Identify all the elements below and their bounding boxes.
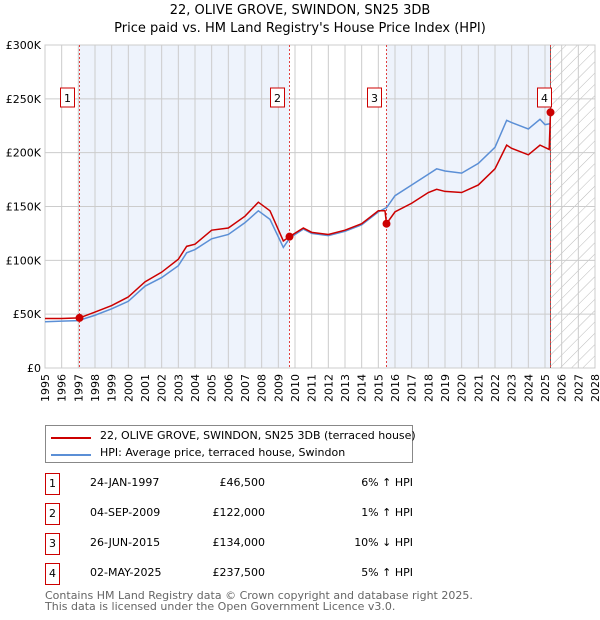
x-tick-label: 1997 — [72, 374, 85, 402]
sale-point — [285, 232, 294, 241]
x-tick-label: 1995 — [39, 374, 52, 402]
hpi-line — [44, 118, 551, 323]
x-tick-label: 2014 — [356, 374, 369, 402]
sale-hpi-diff: 5% ↑ HPI — [361, 566, 413, 579]
sale-date: 02-MAY-2025 — [90, 566, 162, 579]
legend-blue-line — [51, 454, 91, 456]
sale-marker-label: 2 — [274, 92, 281, 105]
x-tick-label: 2024 — [522, 374, 535, 402]
chart-title: 22, OLIVE GROVE, SWINDON, SN25 3DB — [169, 3, 431, 18]
sale-point — [546, 108, 555, 117]
sale-marker-box — [270, 87, 285, 108]
x-tick-label: 2007 — [239, 374, 252, 402]
x-tick-label: 2000 — [122, 374, 135, 402]
sale-marker-label: 1 — [64, 92, 71, 105]
legend-label-hpi: HPI: Average price, terraced house, Swin… — [100, 446, 346, 459]
sale-price: £122,000 — [212, 506, 266, 519]
sale-marker-number: 4 — [45, 563, 60, 585]
plot-border — [44, 44, 596, 369]
x-tick-label: 2018 — [422, 374, 435, 402]
sale-marker-number: 2 — [45, 503, 60, 525]
legend-label-property: 22, OLIVE GROVE, SWINDON, SN25 3DB (terr… — [100, 429, 416, 442]
sale-marker-box — [367, 87, 382, 108]
sale-marker-label: 3 — [371, 92, 378, 105]
x-tick-label: 1999 — [106, 374, 119, 402]
x-tick-label: 2003 — [172, 374, 185, 402]
y-tick-label: £100K — [6, 254, 42, 267]
x-tick-label: 2011 — [306, 374, 319, 402]
y-tick-label: £0 — [27, 362, 41, 375]
sale-date: 04-SEP-2009 — [90, 506, 161, 519]
sale-date: 26-JUN-2015 — [90, 536, 161, 549]
sale-row: 2 04-SEP-2009 £122,000 1% ↑ HPI — [45, 503, 445, 525]
x-tick-label: 1998 — [89, 374, 102, 402]
y-tick-label: £200K — [6, 147, 42, 160]
sale-row: 4 02-MAY-2025 £237,500 5% ↑ HPI — [45, 563, 445, 585]
x-tick-label: 2010 — [289, 374, 302, 402]
sale-price: £237,500 — [212, 566, 266, 579]
x-tick-label: 2001 — [139, 374, 152, 402]
x-tick-label: 2006 — [222, 374, 235, 402]
price-chart: 1995 1996 1997 1998 1999 2000 2001 2002 2003 2004… — [6, 39, 600, 402]
legend-red-line — [51, 437, 91, 439]
y-tick-label: £250K — [6, 93, 42, 106]
x-tick-label: 2012 — [322, 374, 335, 402]
property-price-line — [45, 112, 552, 320]
chart-subtitle: Price paid vs. HM Land Registry's House … — [114, 21, 486, 36]
x-tick-label: 2015 — [372, 374, 385, 402]
sale-price: £134,000 — [212, 536, 266, 549]
footer-licence: This data is licensed under the Open Gov… — [45, 600, 396, 613]
footer-copyright: Contains HM Land Registry data © Crown c… — [45, 589, 473, 602]
y-tick-label: £300K — [6, 39, 42, 52]
x-tick-label: 2025 — [539, 374, 552, 402]
sale-marker-box — [537, 87, 552, 108]
sale-row: 1 24-JAN-1997 £46,500 6% ↑ HPI — [45, 473, 445, 495]
sale-marker-number: 3 — [45, 533, 60, 555]
legend: 22, OLIVE GROVE, SWINDON, SN25 3DB (terr… — [45, 425, 416, 463]
sale-point — [382, 219, 391, 228]
x-tick-label: 2028 — [589, 374, 600, 402]
x-tick-label: 2008 — [256, 374, 269, 402]
sale-hpi-diff: 1% ↑ HPI — [361, 506, 413, 519]
x-tick-label: 2005 — [206, 374, 219, 402]
y-tick-label: £150K — [6, 201, 42, 214]
x-tick-label: 2026 — [556, 374, 569, 402]
x-tick-label: 2017 — [406, 374, 419, 402]
sale-marker-number: 1 — [45, 473, 60, 495]
x-tick-label: 2021 — [472, 374, 485, 402]
x-tick-label: 2004 — [189, 374, 202, 402]
sale-date: 24-JAN-1997 — [90, 476, 160, 489]
sale-hpi-diff: 6% ↑ HPI — [361, 476, 413, 489]
x-tick-label: 2019 — [439, 374, 452, 402]
x-tick-label: 2027 — [572, 374, 585, 402]
x-tick-label: 2009 — [272, 374, 285, 402]
x-tick-label: 2023 — [506, 374, 519, 402]
x-tick-label: 1996 — [56, 374, 69, 402]
sale-marker-label: 4 — [541, 92, 548, 105]
sale-row: 3 26-JUN-2015 £134,000 10% ↓ HPI — [45, 533, 445, 555]
sale-marker-box — [60, 87, 75, 108]
sale-point — [75, 313, 84, 322]
x-tick-label: 2013 — [339, 374, 352, 402]
sale-price: £46,500 — [219, 476, 266, 489]
x-tick-label: 2022 — [489, 374, 502, 402]
sale-hpi-diff: 10% ↓ HPI — [354, 536, 413, 549]
x-tick-label: 2016 — [389, 374, 402, 402]
x-tick-label: 2002 — [156, 374, 169, 402]
x-tick-label: 2020 — [456, 374, 469, 402]
y-tick-label: £50K — [13, 308, 42, 321]
